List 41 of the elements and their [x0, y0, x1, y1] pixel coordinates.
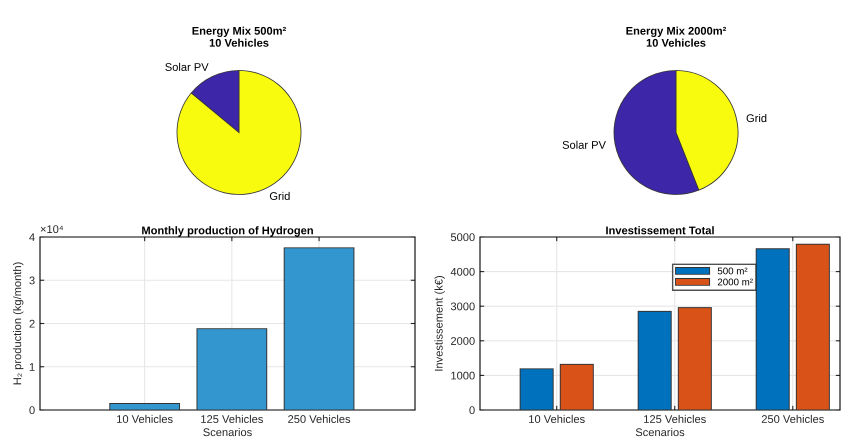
y-axis-title: H₂ production (kg/month): [13, 262, 24, 384]
x-tick-label: 10 Vehicles: [117, 414, 173, 424]
y-tick-label: 3000: [450, 302, 475, 310]
y-tick-label: 4: [29, 233, 35, 242]
bar: [756, 248, 790, 410]
bar: [284, 247, 354, 410]
legend-label: 2000 m²: [718, 278, 753, 286]
bar: [196, 328, 268, 410]
y-tick-label: 1: [30, 363, 35, 371]
y-tick-label: 1000: [451, 372, 475, 380]
bar: [638, 310, 672, 410]
y-tick-label: 2000: [450, 337, 475, 345]
chart-title: Energy Mix 500m² 10 Vehicles: [192, 26, 286, 47]
x-axis-title: Scenarios: [203, 428, 252, 436]
legend-label: 500 m²: [718, 268, 748, 274]
x-tick-label: 250 Vehicles: [288, 414, 350, 424]
chart-title: Monthly production of Hydrogen: [142, 226, 313, 237]
y-axis-title: Investissement (k€): [434, 276, 445, 371]
y-tick-label: 5000: [450, 233, 475, 242]
chart-title: Energy Mix 2000m² 10 Vehicles: [626, 26, 726, 47]
x-axis-title: Scenarios: [636, 428, 684, 436]
y-tick-label: 0: [29, 406, 35, 414]
slice-label: Solar PV: [165, 62, 209, 71]
x-tick-label: 125 Vehicles: [201, 414, 263, 424]
y-tick-label: 0: [469, 406, 475, 414]
y-tick-label: 4000: [450, 268, 475, 276]
bar: [796, 244, 830, 410]
y-tick-label: 3: [29, 276, 35, 284]
x-tick-label: 250 Vehicles: [762, 414, 824, 424]
bar: [560, 364, 594, 410]
slice-label: Solar PV: [562, 140, 606, 149]
x-tick-label: 125 Vehicles: [644, 414, 706, 424]
slice-label: Grid: [746, 114, 766, 122]
bar: [109, 403, 180, 410]
text: ×10⁴: [40, 225, 64, 234]
slice-label: Grid: [270, 192, 290, 200]
chart-title: Investissement Total: [606, 226, 714, 234]
bar: [678, 307, 712, 410]
x-tick-label: 10 Vehicles: [529, 414, 585, 424]
bar: [520, 368, 554, 410]
y-tick-label: 2: [30, 320, 35, 328]
